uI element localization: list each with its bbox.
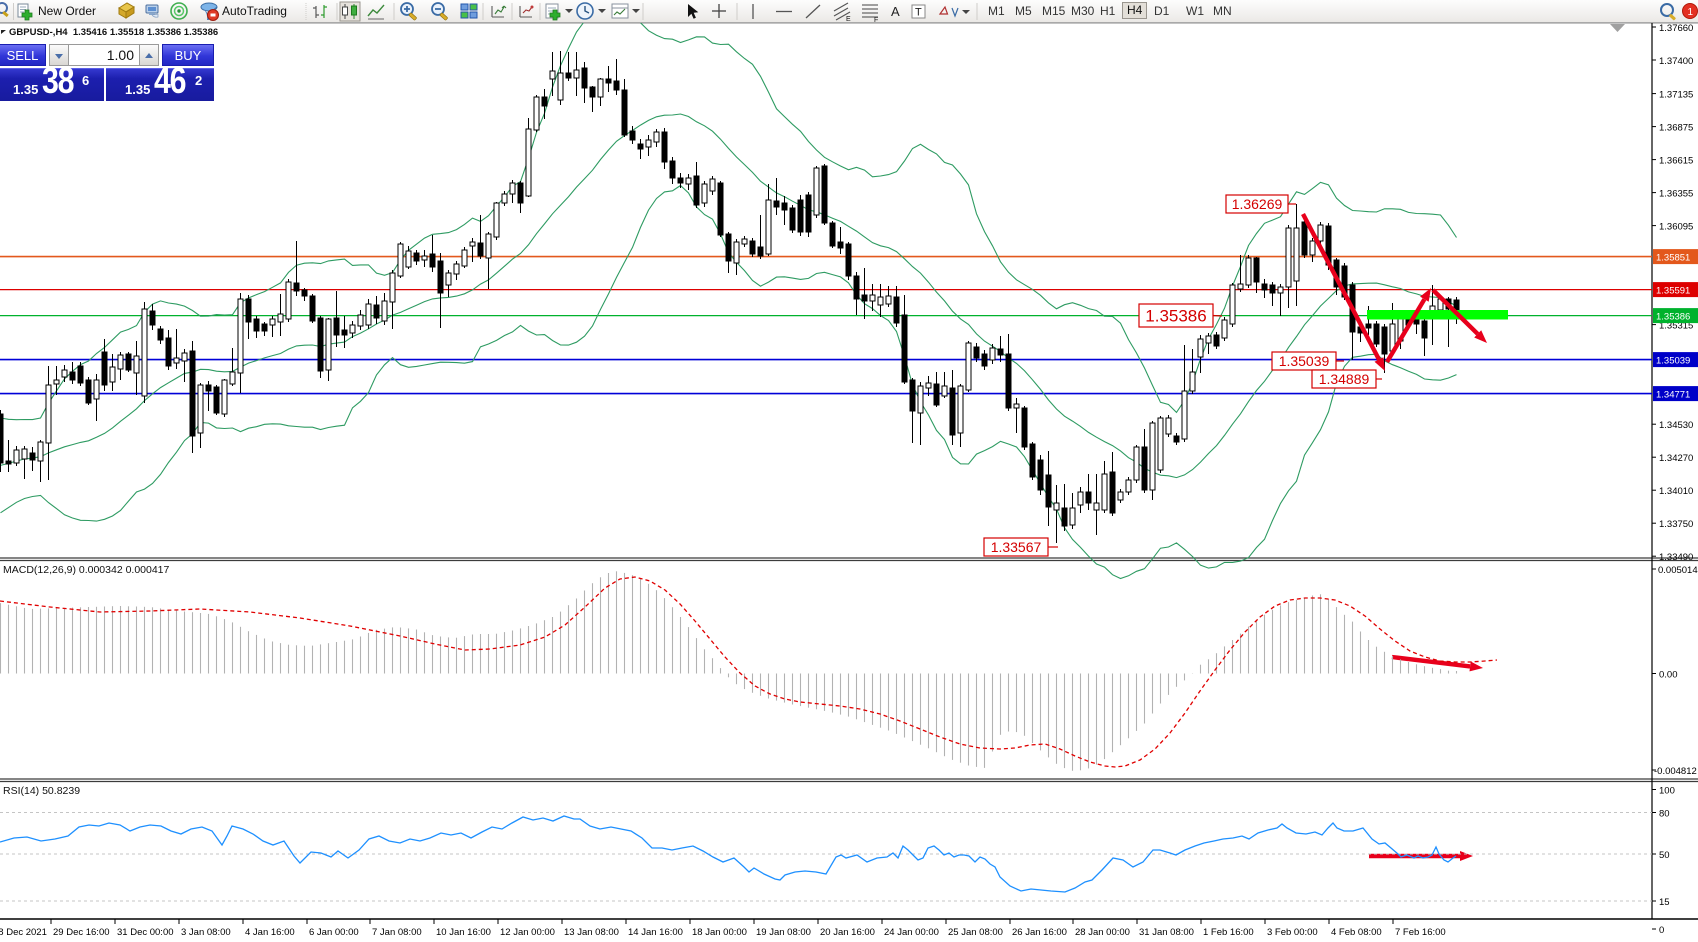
svg-text:7 Feb 16:00: 7 Feb 16:00 [1395, 927, 1446, 938]
svg-text:1.36875: 1.36875 [1659, 123, 1693, 134]
svg-text:1.34771: 1.34771 [1656, 390, 1690, 401]
svg-text:12 Jan 00:00: 12 Jan 00:00 [500, 927, 555, 938]
svg-text:MACD(12,26,9) 0.000342 0.00041: MACD(12,26,9) 0.000342 0.000417 [3, 564, 170, 576]
svg-text:4 Feb 08:00: 4 Feb 08:00 [1331, 927, 1382, 938]
svg-text:31 Jan 08:00: 31 Jan 08:00 [1139, 927, 1194, 938]
svg-text:1.35851: 1.35851 [1656, 253, 1690, 264]
svg-text:F: F [874, 17, 878, 23]
svg-text:3 Jan 08:00: 3 Jan 08:00 [181, 927, 231, 938]
svg-text:1.35591: 1.35591 [1656, 286, 1690, 297]
svg-text:29 Dec 16:00: 29 Dec 16:00 [53, 927, 110, 938]
svg-text:4 Jan 16:00: 4 Jan 16:00 [245, 927, 295, 938]
svg-text:0: 0 [1659, 925, 1664, 936]
svg-text:100: 100 [1659, 786, 1675, 797]
svg-text:80: 80 [1659, 809, 1670, 820]
svg-text:1.35039: 1.35039 [1279, 353, 1330, 369]
svg-text:0.005014: 0.005014 [1658, 565, 1698, 576]
svg-text:19 Jan 08:00: 19 Jan 08:00 [756, 927, 811, 938]
svg-text:15: 15 [1659, 897, 1670, 908]
svg-text:1.35386: 1.35386 [1656, 312, 1690, 323]
svg-text:A: A [891, 4, 900, 19]
svg-text:1.35315: 1.35315 [1659, 321, 1693, 332]
svg-text:20 Jan 16:00: 20 Jan 16:00 [820, 927, 875, 938]
svg-text:1.36355: 1.36355 [1659, 189, 1693, 200]
svg-text:GBPUSD-,H4 1.35416 1.35518 1.: GBPUSD-,H4 1.35416 1.35518 1.35386 1.353… [9, 27, 218, 38]
svg-text:1.34270: 1.34270 [1659, 453, 1693, 464]
svg-text:28 Dec 2021: 28 Dec 2021 [0, 927, 47, 938]
svg-text:1: 1 [1688, 7, 1694, 18]
svg-text:1 Feb 16:00: 1 Feb 16:00 [1203, 927, 1254, 938]
svg-text:0.00: 0.00 [1659, 670, 1678, 681]
svg-text:1.34889: 1.34889 [1319, 371, 1370, 387]
svg-text:3 Feb 00:00: 3 Feb 00:00 [1267, 927, 1318, 938]
svg-text:1.33567: 1.33567 [991, 539, 1042, 555]
svg-text:1.34010: 1.34010 [1659, 486, 1693, 497]
svg-text:RSI(14) 50.8239: RSI(14) 50.8239 [3, 785, 80, 797]
svg-text:-0.004812: -0.004812 [1654, 766, 1697, 777]
svg-text:1.33490: 1.33490 [1659, 552, 1693, 563]
svg-text:1.33750: 1.33750 [1659, 519, 1693, 530]
svg-text:1.37660: 1.37660 [1659, 23, 1693, 34]
svg-text:10 Jan 16:00: 10 Jan 16:00 [436, 927, 491, 938]
svg-text:1.34530: 1.34530 [1659, 420, 1693, 431]
svg-text:1.35039: 1.35039 [1656, 356, 1690, 367]
svg-text:18 Jan 00:00: 18 Jan 00:00 [692, 927, 747, 938]
svg-text:1.36095: 1.36095 [1659, 222, 1693, 233]
svg-text:7 Jan 08:00: 7 Jan 08:00 [372, 927, 422, 938]
svg-text:25 Jan 08:00: 25 Jan 08:00 [948, 927, 1003, 938]
svg-text:1.36615: 1.36615 [1659, 156, 1693, 167]
svg-text:6 Jan 00:00: 6 Jan 00:00 [309, 927, 359, 938]
svg-text:24 Jan 00:00: 24 Jan 00:00 [884, 927, 939, 938]
svg-text:1.37400: 1.37400 [1659, 56, 1693, 67]
svg-text:1.35386: 1.35386 [1145, 307, 1206, 326]
svg-text:1.37135: 1.37135 [1659, 90, 1693, 101]
svg-text:14 Jan 16:00: 14 Jan 16:00 [628, 927, 683, 938]
svg-text:13 Jan 08:00: 13 Jan 08:00 [564, 927, 619, 938]
svg-text:31 Dec 00:00: 31 Dec 00:00 [117, 927, 174, 938]
svg-text:E: E [846, 16, 851, 23]
svg-text:T: T [915, 7, 922, 19]
svg-text:1.36269: 1.36269 [1232, 196, 1283, 212]
svg-text:26 Jan 16:00: 26 Jan 16:00 [1012, 927, 1067, 938]
svg-text:50: 50 [1659, 850, 1670, 861]
svg-text:28 Jan 00:00: 28 Jan 00:00 [1075, 927, 1130, 938]
